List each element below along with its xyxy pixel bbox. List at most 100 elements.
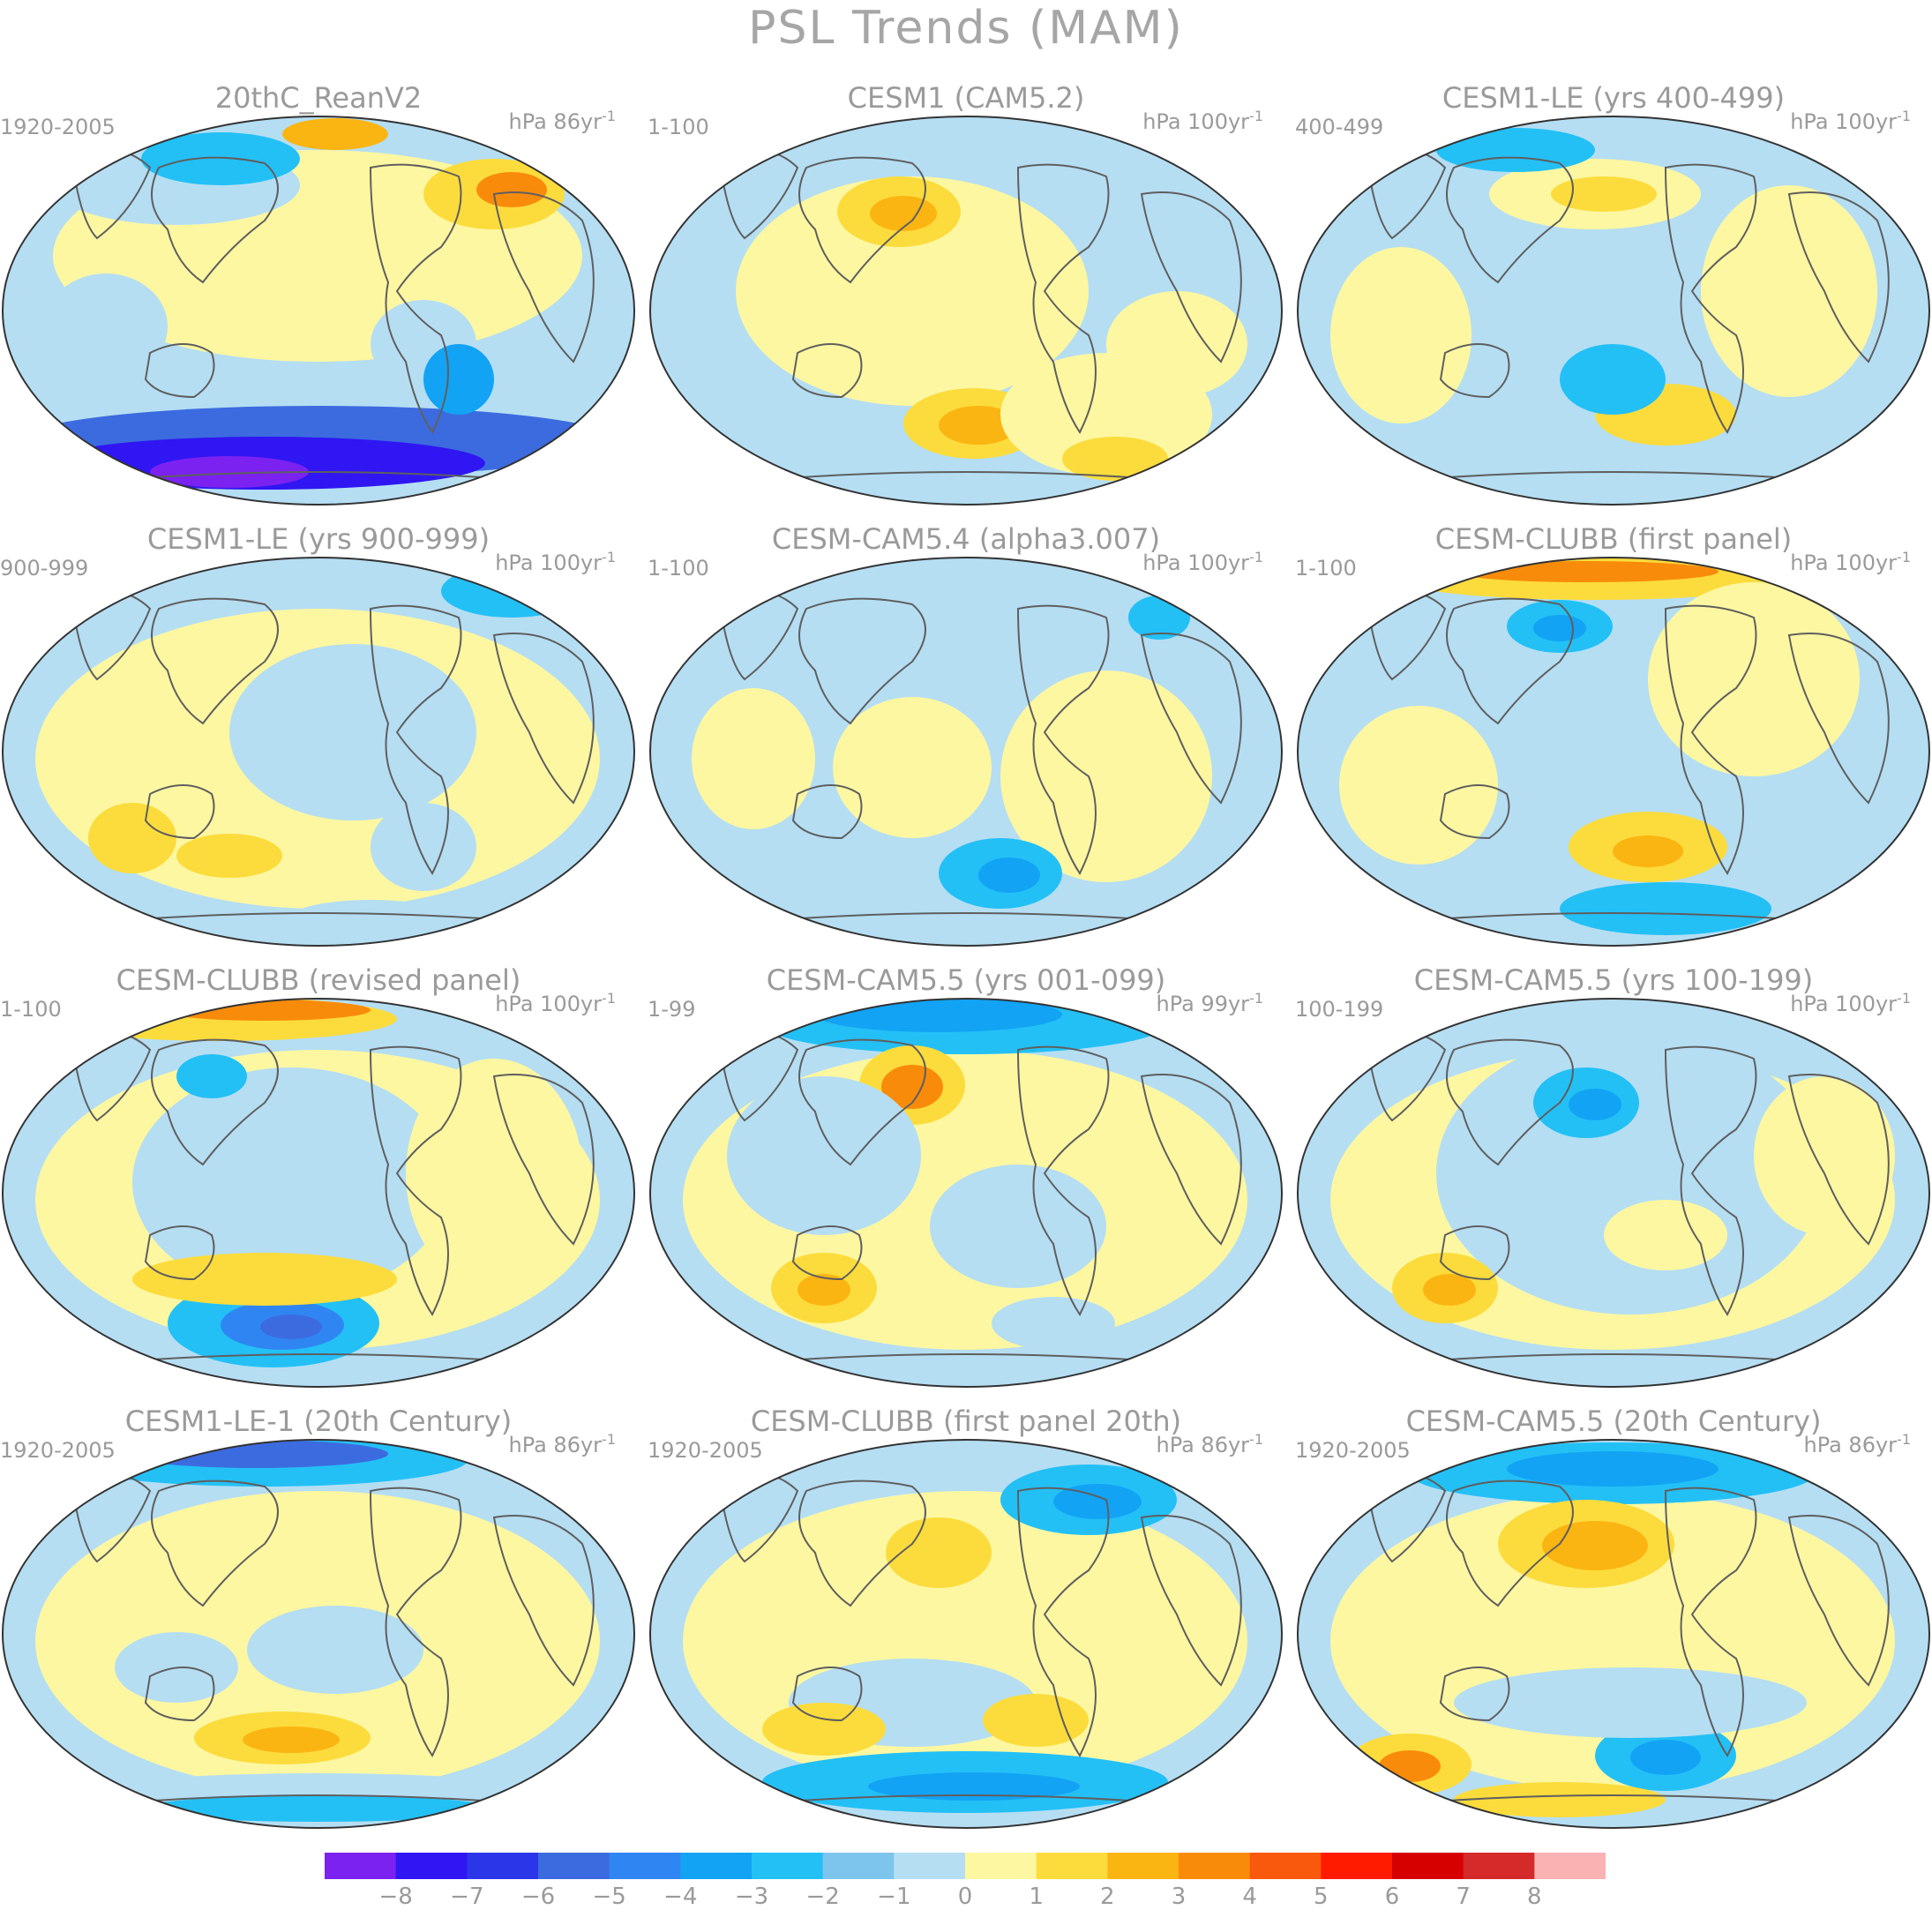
trend-contour — [1560, 882, 1771, 935]
coastline — [753, 1353, 1178, 1364]
panel-period: 100-199 — [1295, 997, 1384, 1022]
colorbar-swatch — [538, 1853, 610, 1879]
panel-units: hPa 86yr-1 — [508, 108, 616, 134]
colorbar-swatch — [609, 1853, 681, 1879]
panel-period: 1920-2005 — [0, 1438, 116, 1463]
colorbar-tick-label: 4 — [1242, 1884, 1257, 1906]
map-border — [2, 998, 635, 1388]
trend-contour — [406, 1059, 582, 1288]
map-plot — [1297, 116, 1930, 506]
coastline — [492, 633, 595, 805]
units-exponent: -1 — [1249, 108, 1263, 124]
map-panel: CESM-CLUBB (first panel 20th) 1920-2005 hP… — [648, 1404, 1284, 1829]
colorbar-tick-label: 3 — [1172, 1884, 1187, 1906]
panel-period: 1-100 — [648, 115, 709, 139]
panel-title: CESM-CAM5.5 (20th Century) — [1405, 1404, 1822, 1438]
map-border — [2, 557, 635, 947]
colorbar-tick-label: 6 — [1385, 1884, 1400, 1906]
colorbar-tick-label: −8 — [379, 1884, 413, 1906]
trend-contour — [1542, 1521, 1648, 1570]
map-border — [649, 557, 1283, 947]
colorbar-tick-label: 2 — [1100, 1884, 1115, 1906]
coastline — [1016, 1487, 1110, 1757]
map-border — [2, 1439, 635, 1829]
trend-contour — [423, 344, 494, 415]
trend-contour — [1379, 1750, 1441, 1782]
panel-period: 1920-2005 — [648, 1438, 763, 1463]
colorbar-swatch — [680, 1853, 753, 1879]
coastline — [753, 471, 1178, 482]
colorbar-tick-label: −4 — [663, 1884, 697, 1906]
trend-contour — [1062, 437, 1168, 481]
trend-contour — [1454, 1667, 1807, 1738]
coastline — [105, 912, 530, 923]
panel-units: hPa 86yr-1 — [508, 1431, 616, 1457]
trend-contour — [762, 1703, 886, 1756]
colorbar-tick-label: −6 — [521, 1884, 555, 1906]
units-text: hPa 86yr — [508, 109, 603, 134]
map-plot — [649, 1439, 1283, 1829]
trend-contour — [141, 132, 300, 185]
coastline — [1787, 633, 1890, 805]
units-exponent: -1 — [1249, 549, 1263, 566]
colorbar-swatch — [752, 1853, 824, 1879]
trend-contour — [176, 834, 282, 878]
colorbar-swatch — [965, 1853, 1037, 1879]
units-text: hPa 100yr — [1142, 551, 1250, 575]
coastline — [105, 1353, 530, 1364]
trend-contour — [727, 1076, 921, 1235]
coastline — [1446, 1479, 1574, 1607]
trend-contour — [1754, 1076, 1895, 1235]
coastline — [791, 343, 863, 399]
colorbar-swatch — [1249, 1853, 1322, 1879]
coastline — [1439, 784, 1510, 840]
colorbar-swatch — [1179, 1853, 1251, 1879]
coastline — [753, 1794, 1178, 1805]
colorbar-tick-label: 1 — [1029, 1884, 1044, 1906]
coastline — [1400, 1353, 1825, 1364]
map-border — [1297, 998, 1930, 1388]
coastline — [151, 1038, 279, 1166]
panel-title: CESM-CAM5.4 (alpha3.007) — [771, 522, 1161, 556]
map-panel: CESM-CAM5.4 (alpha3.007) 1-100 hPa 100yr-1 — [648, 522, 1284, 947]
colorbar-tick-label: 8 — [1527, 1884, 1542, 1906]
map-plot — [649, 557, 1283, 947]
trend-contour — [243, 1726, 340, 1753]
coastline — [1400, 1794, 1825, 1805]
units-exponent: -1 — [1897, 549, 1911, 566]
trend-contour — [1454, 1782, 1666, 1817]
coastline — [1446, 156, 1574, 284]
coastline — [1400, 912, 1825, 923]
coastline — [1664, 163, 1757, 434]
coastline — [369, 604, 462, 875]
trend-contour — [88, 803, 176, 873]
map-plot — [2, 998, 635, 1388]
trend-contour — [150, 456, 309, 488]
map-plot — [2, 116, 635, 506]
panel-period: 1-100 — [0, 997, 62, 1022]
coastline — [369, 1045, 462, 1316]
coastline — [791, 784, 863, 840]
panel-period: 1-99 — [648, 997, 696, 1022]
panel-units: hPa 100yr-1 — [495, 549, 616, 575]
map-plot — [2, 557, 635, 947]
panel-title: CESM1-LE (yrs 400-499) — [1442, 81, 1786, 115]
trend-contour — [44, 273, 168, 379]
map-border — [1297, 116, 1930, 506]
trend-contour — [833, 697, 992, 838]
panel-title: CESM-CAM5.5 (yrs 001-099) — [766, 963, 1166, 997]
coastline — [1664, 1487, 1757, 1757]
colorbar-tick-label: −1 — [877, 1884, 910, 1906]
units-exponent: -1 — [1897, 108, 1911, 124]
map-plot — [1297, 998, 1930, 1388]
map-border — [1297, 557, 1930, 947]
trend-contour — [260, 1315, 322, 1339]
trend-contour — [132, 1067, 450, 1297]
units-exponent: -1 — [1897, 990, 1911, 1007]
colorbar-swatch — [1107, 1853, 1179, 1879]
trend-contour — [1648, 582, 1860, 776]
panel-period: 900-999 — [0, 556, 89, 580]
coastline — [492, 1515, 595, 1687]
coastline — [791, 1225, 863, 1281]
trend-contour — [1551, 176, 1657, 212]
